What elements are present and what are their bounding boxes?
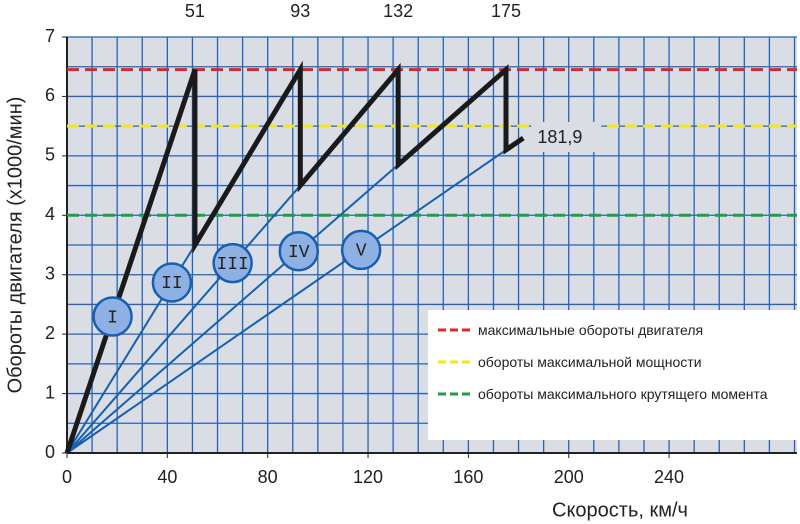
gear-marker (278, 230, 320, 272)
x-tick-label: 0 (62, 467, 72, 487)
shift-speed-label: 51 (185, 1, 205, 21)
gear-label: IV (288, 243, 310, 263)
rpm-trace (64, 60, 525, 454)
gear-marker (212, 242, 253, 284)
gear-marker (340, 229, 382, 271)
end-label-bg (531, 122, 602, 153)
x-tick-label: 200 (554, 467, 584, 487)
gear-label: II (161, 274, 183, 294)
gear-label: III (216, 255, 248, 275)
legend-entry: обороты максимальной мощности (478, 354, 702, 370)
legend-entry: максимальные обороты двигателя (478, 322, 704, 338)
y-tick-label: 2 (45, 323, 55, 343)
gear-label: V (356, 242, 367, 262)
legend-box (428, 310, 797, 440)
x-tick-label: 240 (654, 467, 684, 487)
legend-label: максимальные обороты двигателя (478, 322, 704, 338)
gear-marker (151, 262, 193, 303)
x-tick-label: 160 (453, 467, 483, 487)
y-tick-label: 0 (45, 442, 55, 462)
legend-entry: обороты максимального крутящего момента (478, 386, 768, 402)
y-tick-label: 4 (45, 204, 55, 224)
y-tick-label: 6 (45, 85, 55, 105)
y-axis-label: Обороты двигателя (x1000/мин) (4, 97, 26, 394)
x-axis-label: Скорость, км/ч (552, 499, 688, 521)
y-tick-label: 5 (45, 145, 55, 165)
y-tick-label: 1 (45, 382, 55, 402)
shift-speed-label: 175 (491, 1, 521, 21)
shift-speed-label: 93 (290, 1, 310, 21)
x-tick-label: 80 (258, 467, 278, 487)
gear-marker (92, 296, 133, 337)
gear-label: I (107, 308, 118, 328)
y-tick-label: 7 (45, 26, 55, 46)
gear-line (66, 149, 507, 454)
legend-label: обороты максимального крутящего момента (478, 386, 768, 402)
legend-label: обороты максимальной мощности (478, 354, 702, 370)
gear-line (66, 164, 399, 454)
x-tick-label: 40 (157, 467, 177, 487)
gear-line (66, 184, 302, 454)
x-tick-label: 120 (353, 467, 383, 487)
y-tick-label: 3 (45, 263, 55, 283)
end-label: 181,9 (537, 127, 582, 147)
shift-speed-label: 132 (383, 1, 413, 21)
